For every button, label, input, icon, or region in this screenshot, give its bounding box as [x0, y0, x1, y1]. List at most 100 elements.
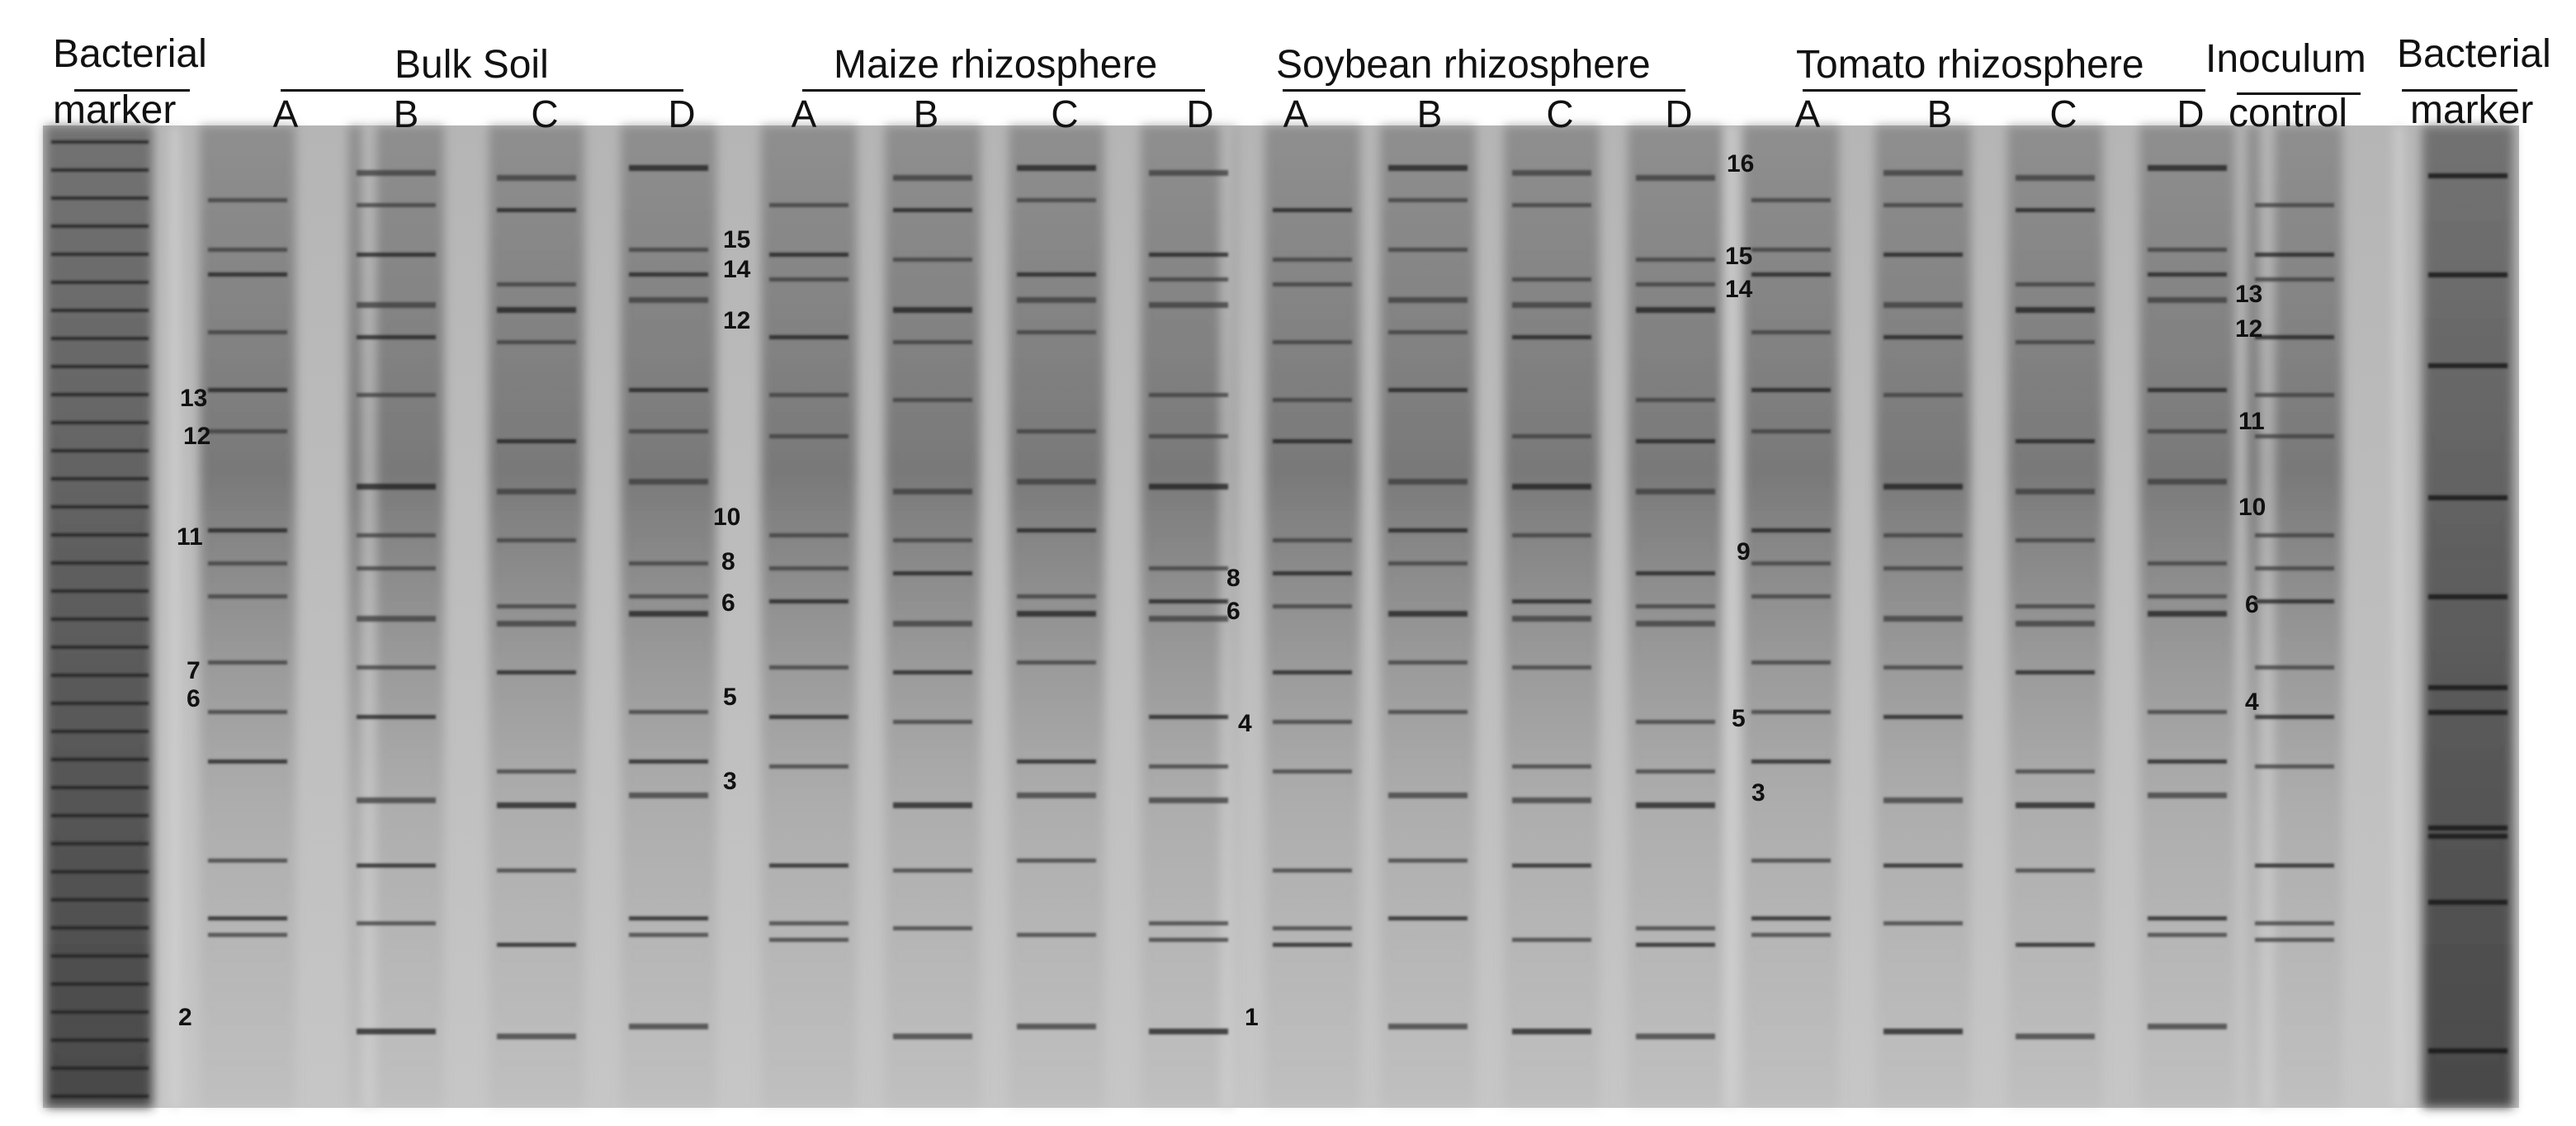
gel-band: [1017, 479, 1096, 485]
gel-band: [208, 248, 287, 252]
gel-band: [1512, 665, 1591, 669]
gel-band: [1388, 611, 1468, 617]
gel-band: [769, 393, 848, 397]
marker-band-left: [51, 281, 149, 284]
gel-band: [1388, 198, 1468, 202]
gel-band: [893, 175, 972, 181]
gel-band: [1149, 797, 1228, 803]
gel-band: [1636, 282, 1715, 286]
inoculum-line1: Inoculum: [2205, 37, 2366, 81]
gel-band: [893, 720, 972, 724]
gel-band: [1751, 859, 1831, 863]
gel-band: [1512, 302, 1591, 308]
lane-soy-d: D: [1665, 92, 1693, 135]
soybean-rule: [1283, 89, 1685, 92]
gel-band: [1884, 665, 1963, 669]
maize-header: Maize rhizosphere: [834, 43, 1158, 87]
gel-band: [1512, 1029, 1591, 1034]
lane-bulk-a: A: [272, 92, 299, 135]
gel-band: [1273, 538, 1352, 542]
gel-band: [629, 759, 708, 764]
gel-band: [629, 594, 708, 598]
gel-band: [1512, 203, 1591, 207]
gel-band: [1884, 533, 1963, 537]
gel-band: [2148, 388, 2227, 392]
gel-band: [1388, 330, 1468, 334]
gel-band: [1017, 594, 1096, 598]
gel-band: [1273, 282, 1352, 286]
gel-band: [1636, 720, 1715, 724]
gel-band: [497, 538, 576, 542]
marker-band-left: [51, 674, 149, 677]
gel-band: [208, 859, 287, 863]
gel-band: [769, 203, 848, 207]
band-label-maize-12: 12: [723, 307, 751, 334]
gel-band: [2016, 489, 2095, 494]
band-label-soy-16: 16: [1727, 150, 1755, 177]
marker-band-left: [51, 982, 149, 986]
marker-band-left: [51, 393, 149, 396]
lane-separator: [169, 125, 181, 1108]
gel-band: [1884, 393, 1963, 397]
gel-band: [1388, 561, 1468, 565]
gel-band: [769, 253, 848, 257]
gel-band: [769, 434, 848, 438]
gel-band: [629, 561, 708, 565]
gel-band: [2016, 769, 2095, 774]
gel-band: [769, 277, 848, 282]
gel-band: [893, 258, 972, 262]
marker-band-left: [51, 168, 149, 172]
gel-band: [1149, 1029, 1228, 1034]
band-label-inoc-12: 12: [2235, 315, 2263, 343]
band-label-soy-9: 9: [1737, 538, 1751, 565]
gel-band: [497, 769, 576, 774]
lane-bulk-d: D: [668, 92, 696, 135]
marker-band-right: [2428, 495, 2507, 500]
bacterial-marker-right-line1: Bacterial: [2397, 32, 2551, 76]
band-label-inoc-4: 4: [2245, 688, 2259, 716]
marker-band-left: [51, 730, 149, 733]
marker-band-right: [2428, 685, 2507, 690]
marker-band-left: [51, 421, 149, 424]
gel-band: [1884, 566, 1963, 570]
gel-band: [497, 802, 576, 808]
band-label-maize-14: 14: [723, 256, 751, 283]
gel-band: [1512, 335, 1591, 339]
gel-band: [769, 533, 848, 537]
gel-band: [2148, 1024, 2227, 1029]
gel-band: [1273, 340, 1352, 344]
gel-band: [1149, 170, 1228, 176]
gel-band: [1512, 797, 1591, 803]
gel-band: [2016, 802, 2095, 808]
marker-band-left: [51, 702, 149, 705]
band-label-inoc-6: 6: [2245, 591, 2259, 618]
gel-band: [357, 253, 436, 257]
gel-band: [208, 660, 287, 665]
gel-band: [1388, 248, 1468, 252]
marker-band-left: [51, 449, 149, 452]
gel-band: [1512, 764, 1591, 769]
tomato-rule: [1803, 89, 2205, 92]
marker-band-left: [51, 1095, 149, 1098]
band-label-maize-6: 6: [721, 589, 735, 617]
soybean-header: Soybean rhizosphere: [1276, 43, 1651, 87]
gel-band: [1884, 302, 1963, 308]
gel-band: [1273, 720, 1352, 724]
gel-band: [1636, 621, 1715, 627]
gel-band: [1512, 434, 1591, 438]
gel-band: [1273, 769, 1352, 774]
marker-band-left: [51, 758, 149, 761]
gel-band: [1636, 926, 1715, 930]
gel-band: [357, 302, 436, 308]
marker-band-right: [2428, 363, 2507, 368]
gel-band: [497, 282, 576, 286]
gel-band: [208, 933, 287, 937]
marker-band-left: [51, 1067, 149, 1070]
gel-band: [769, 599, 848, 603]
gel-band: [497, 340, 576, 344]
band-label-maize-3: 3: [723, 768, 737, 795]
gel-band: [629, 1024, 708, 1029]
sample-lane-9: [1264, 125, 1360, 1108]
